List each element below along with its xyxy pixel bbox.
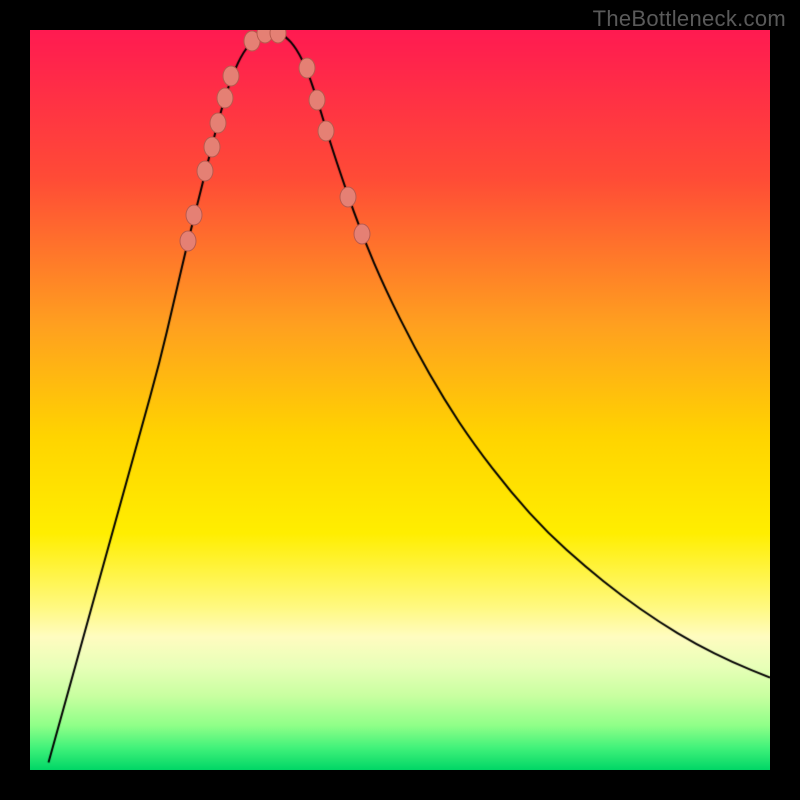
chart-marker [223,65,240,86]
chart-marker [340,186,357,207]
watermark-text: TheBottleneck.com [593,6,786,32]
chart-marker [209,112,226,133]
chart-marker [179,230,196,251]
chart-marker [197,160,214,181]
chart-marker [204,136,221,157]
chart-marker [318,120,335,141]
chart-marker [186,205,203,226]
chart-marker [216,88,233,109]
chart-marker [353,224,370,245]
chart-marker [298,58,315,79]
chart-marker [309,89,326,110]
chart-area [30,30,770,770]
chart-curve [30,30,770,770]
